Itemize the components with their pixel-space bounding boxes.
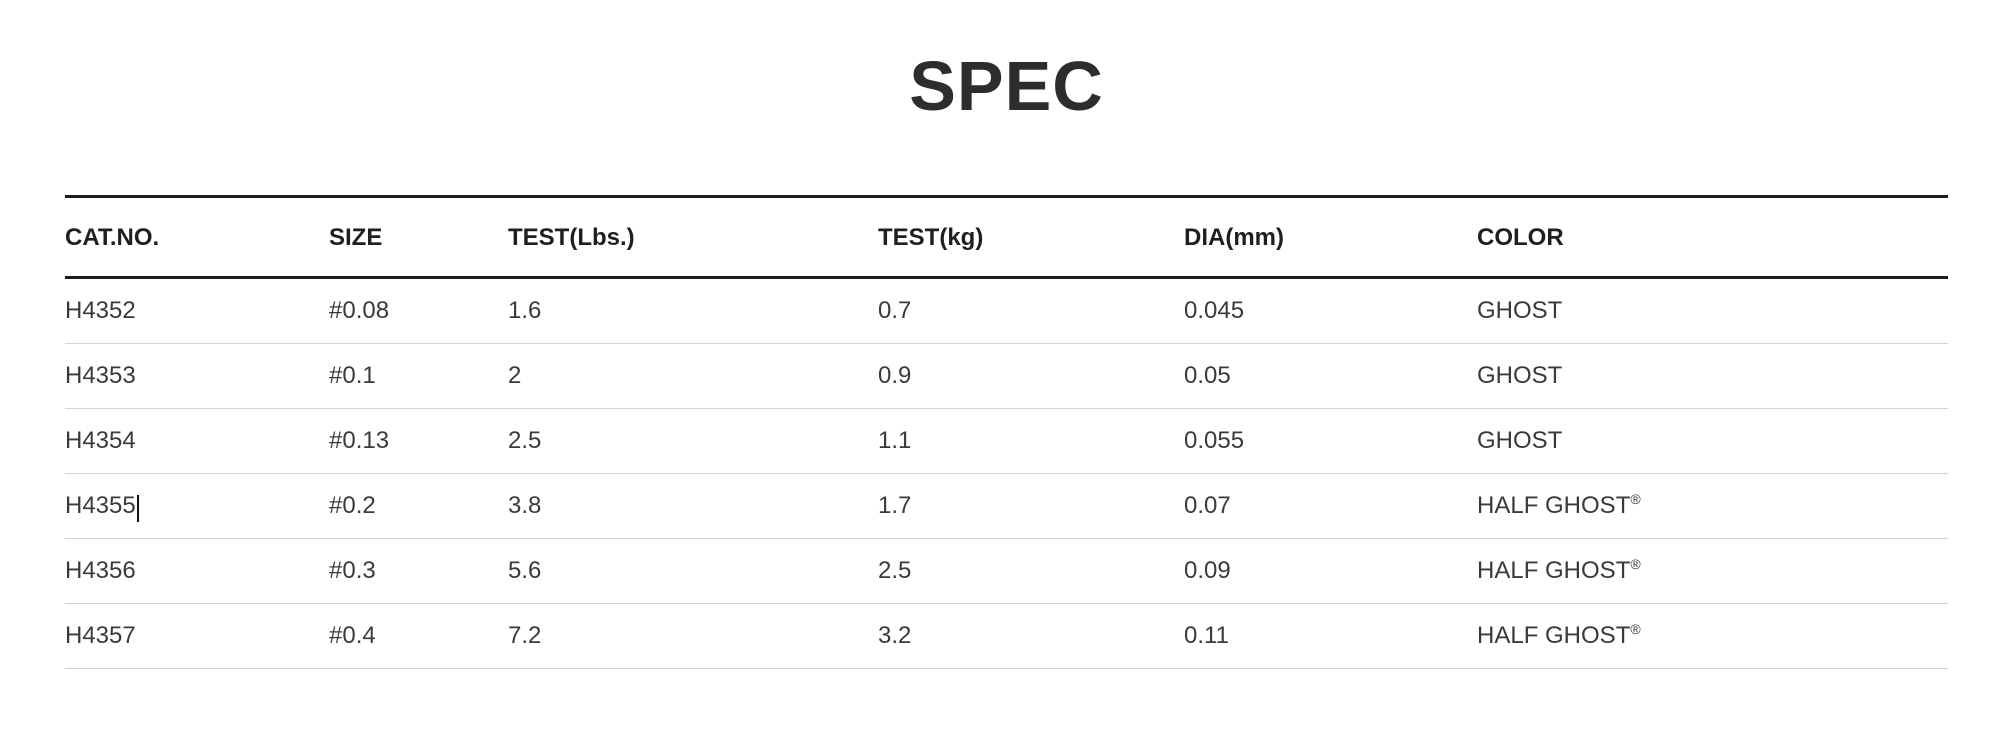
cell-cat-no: H4354 xyxy=(65,408,329,474)
color-value: HALF GHOST xyxy=(1477,622,1631,649)
cell-color: HALF GHOST® xyxy=(1477,603,1948,669)
column-header-cat-no: CAT.NO. xyxy=(65,195,329,279)
table-row: H4356 #0.3 5.6 2.5 0.09 HALF GHOST® xyxy=(65,538,1948,604)
cell-dia-mm: 0.09 xyxy=(1184,538,1477,604)
cell-test-lbs: 3.8 xyxy=(508,473,878,539)
cell-dia-mm: 0.055 xyxy=(1184,408,1477,474)
cell-dia-mm: 0.045 xyxy=(1184,277,1477,344)
table-row: H4353 #0.1 2 0.9 0.05 GHOST xyxy=(65,343,1948,409)
header-row: CAT.NO. SIZE TEST(Lbs.) TEST(kg) DIA(mm)… xyxy=(65,195,1948,279)
column-header-size: SIZE xyxy=(329,195,508,279)
cell-size: #0.3 xyxy=(329,538,508,604)
cell-color: GHOST xyxy=(1477,277,1948,344)
cell-color: HALF GHOST® xyxy=(1477,473,1948,539)
cell-cat-no: H4356 xyxy=(65,538,329,604)
cell-cat-no: H4353 xyxy=(65,343,329,409)
table-row: H4352 #0.08 1.6 0.7 0.045 GHOST xyxy=(65,277,1948,344)
cell-test-kg: 3.2 xyxy=(878,603,1184,669)
cell-test-lbs: 7.2 xyxy=(508,603,878,669)
cell-color: HALF GHOST® xyxy=(1477,538,1948,604)
color-value: HALF GHOST xyxy=(1477,492,1631,519)
cell-test-lbs: 2 xyxy=(508,343,878,409)
table-row: H4355 #0.2 3.8 1.7 0.07 HALF GHOST® xyxy=(65,473,1948,539)
spec-table: CAT.NO. SIZE TEST(Lbs.) TEST(kg) DIA(mm)… xyxy=(65,195,1948,669)
column-header-dia-mm: DIA(mm) xyxy=(1184,195,1477,279)
cell-size: #0.13 xyxy=(329,408,508,474)
table-row: H4357 #0.4 7.2 3.2 0.11 HALF GHOST® xyxy=(65,603,1948,669)
cell-dia-mm: 0.07 xyxy=(1184,473,1477,539)
cell-test-kg: 2.5 xyxy=(878,538,1184,604)
cell-color: GHOST xyxy=(1477,343,1948,409)
cell-cat-no[interactable]: H4355 xyxy=(65,473,329,539)
table-body: H4352 #0.08 1.6 0.7 0.045 GHOST H4353 #0… xyxy=(65,277,1948,669)
table-header: CAT.NO. SIZE TEST(Lbs.) TEST(kg) DIA(mm)… xyxy=(65,195,1948,279)
cell-cat-no: H4357 xyxy=(65,603,329,669)
cell-test-kg: 1.7 xyxy=(878,473,1184,539)
cell-test-lbs: 1.6 xyxy=(508,277,878,344)
cell-dia-mm: 0.05 xyxy=(1184,343,1477,409)
column-header-test-lbs: TEST(Lbs.) xyxy=(508,195,878,279)
registered-mark: ® xyxy=(1630,621,1641,637)
registered-mark: ® xyxy=(1630,556,1641,572)
cell-test-kg: 1.1 xyxy=(878,408,1184,474)
cell-test-lbs: 2.5 xyxy=(508,408,878,474)
cell-cat-no: H4352 xyxy=(65,277,329,344)
column-header-test-kg: TEST(kg) xyxy=(878,195,1184,279)
table-row: H4354 #0.13 2.5 1.1 0.055 GHOST xyxy=(65,408,1948,474)
registered-mark: ® xyxy=(1630,491,1641,507)
cell-test-lbs: 5.6 xyxy=(508,538,878,604)
cell-size: #0.1 xyxy=(329,343,508,409)
cell-dia-mm: 0.11 xyxy=(1184,603,1477,669)
cell-size: #0.4 xyxy=(329,603,508,669)
color-value: GHOST xyxy=(1477,362,1563,389)
spec-section: SPEC CAT.NO. SIZE TEST(Lbs.) TEST(kg) DI… xyxy=(0,48,2000,669)
color-value: GHOST xyxy=(1477,427,1563,454)
cell-size: #0.08 xyxy=(329,277,508,344)
column-header-color: COLOR xyxy=(1477,195,1948,279)
cell-test-kg: 0.7 xyxy=(878,277,1184,344)
cell-color: GHOST xyxy=(1477,408,1948,474)
cell-test-kg: 0.9 xyxy=(878,343,1184,409)
color-value: HALF GHOST xyxy=(1477,557,1631,584)
cell-size: #0.2 xyxy=(329,473,508,539)
cat-no-value: H4355 xyxy=(65,492,136,519)
color-value: GHOST xyxy=(1477,297,1563,324)
text-cursor xyxy=(136,495,139,522)
page-title: SPEC xyxy=(909,47,1104,125)
